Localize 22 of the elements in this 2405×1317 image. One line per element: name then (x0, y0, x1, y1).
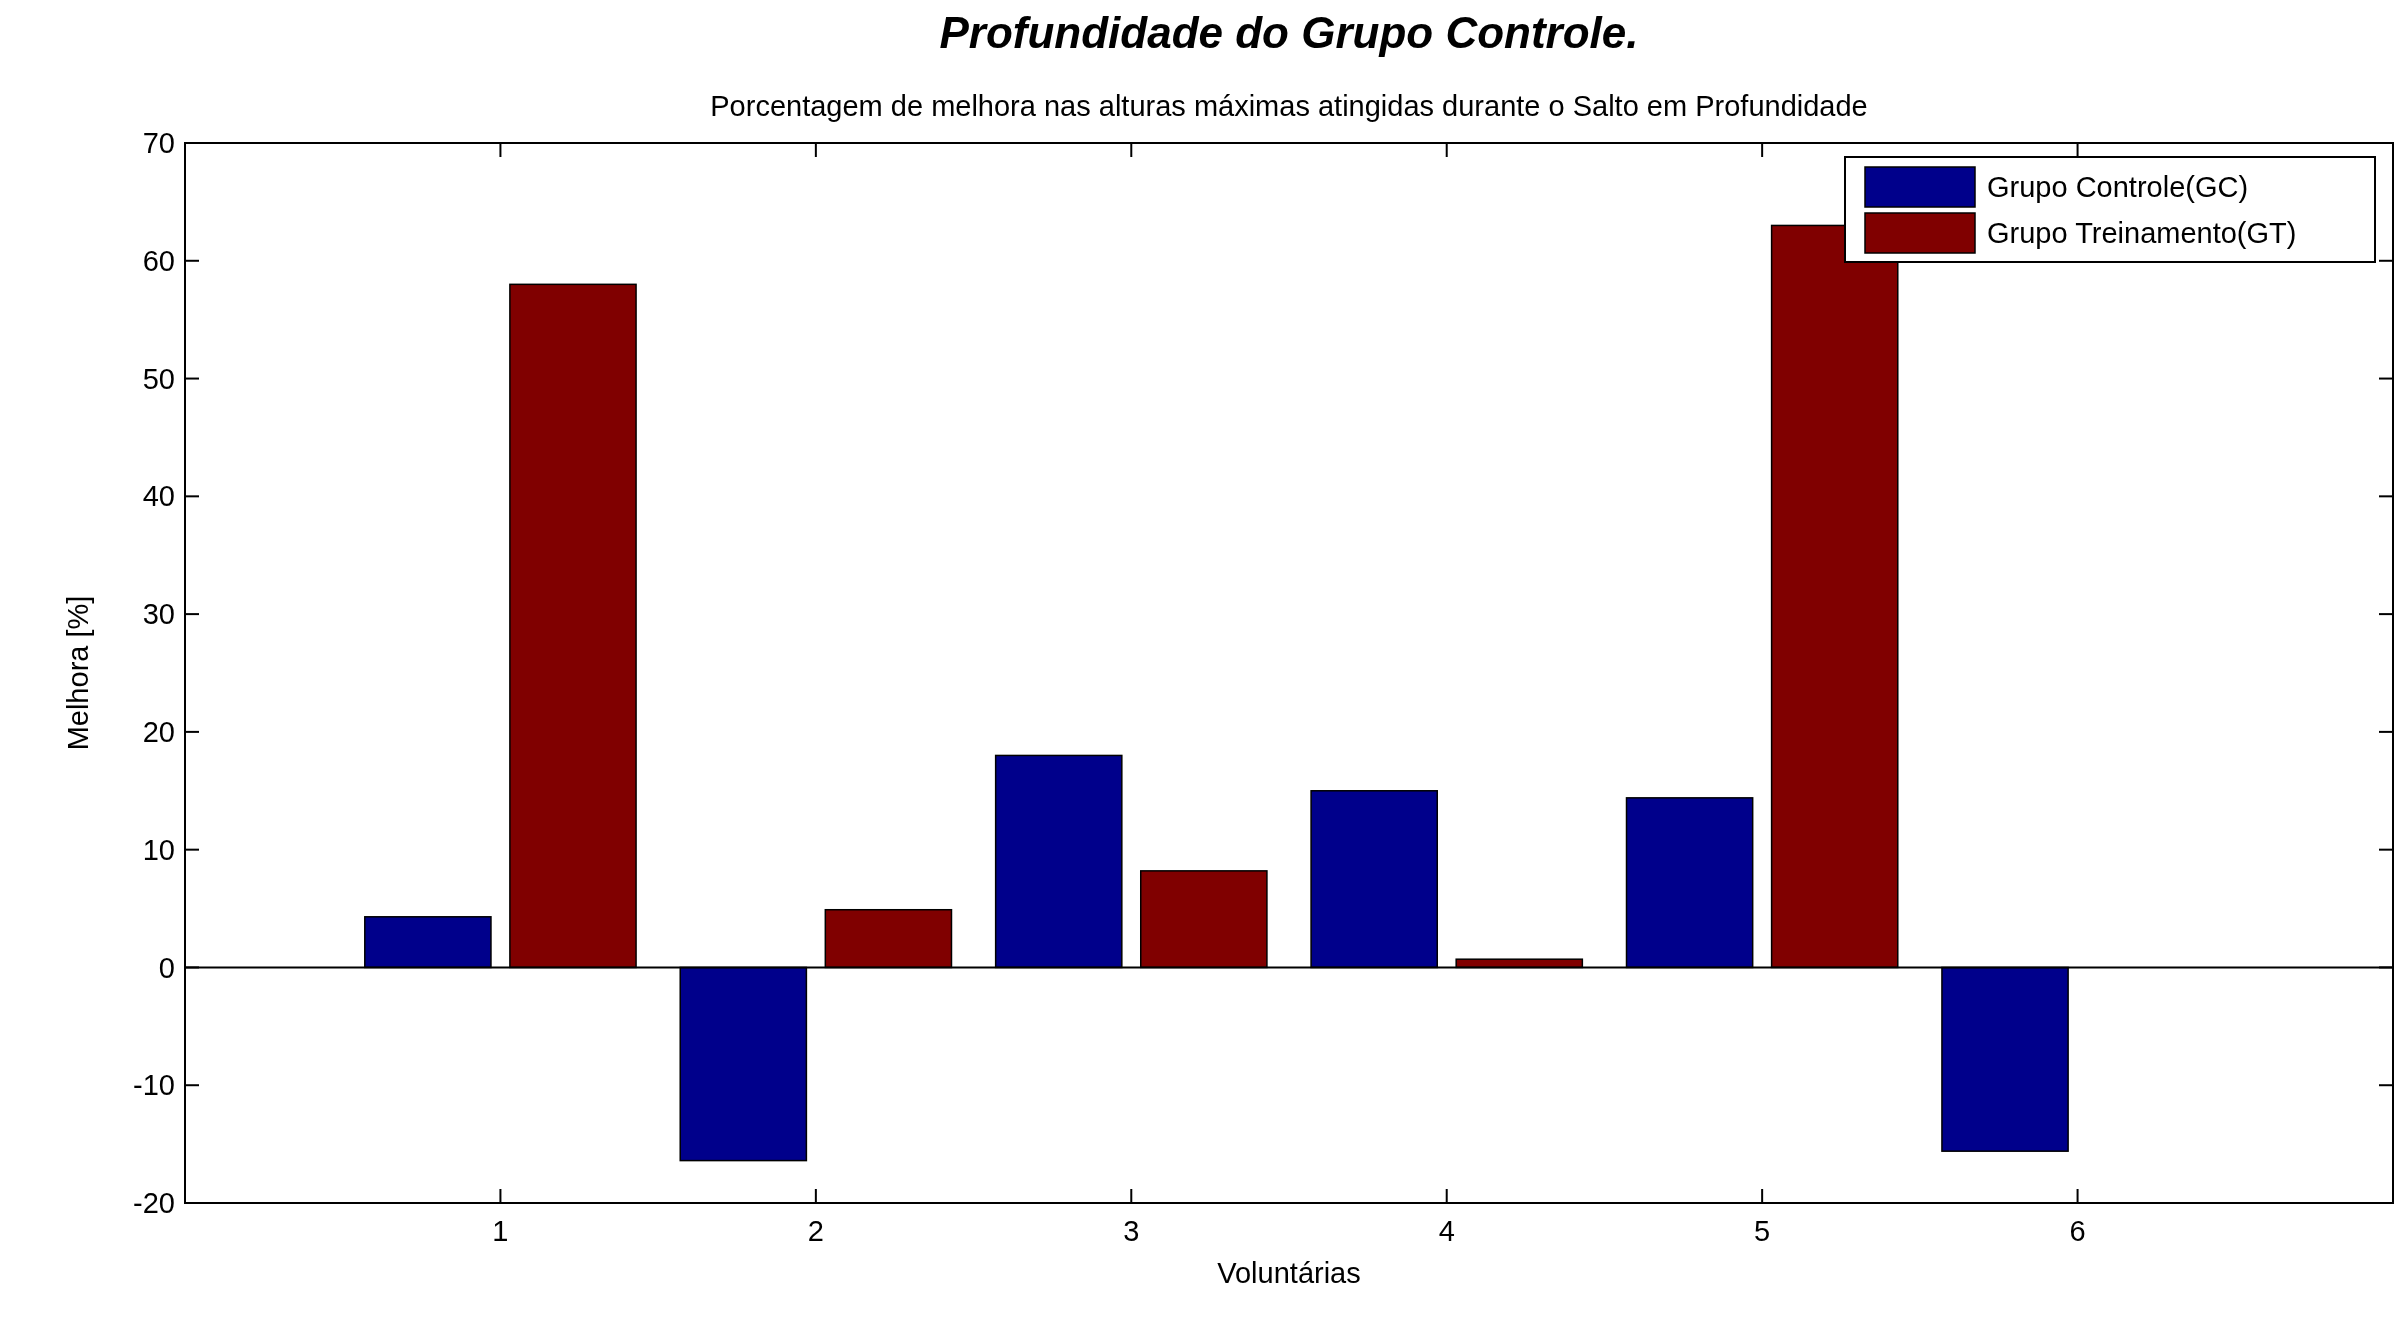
y-tick-label: 0 (158, 951, 175, 984)
legend-label: Grupo Controle(GC) (1987, 171, 2249, 204)
y-tick-label: 60 (142, 244, 175, 277)
y-tick-label: -20 (133, 1187, 175, 1220)
x-tick-label: 5 (1754, 1215, 1771, 1247)
y-tick-label: 70 (142, 127, 175, 160)
chart-title: Profundidade do Grupo Controle. (939, 8, 1639, 57)
y-tick-label: 20 (142, 716, 175, 749)
x-tick-label: 6 (2069, 1215, 2086, 1247)
x-axis-title: Voluntárias (1217, 1257, 1361, 1289)
y-tick-label: 30 (142, 598, 175, 631)
y-axis-title: Melhora [%] (62, 595, 94, 751)
legend-label: Grupo Treinamento(GT) (1987, 217, 2297, 250)
y-tick-label: 50 (142, 362, 175, 395)
y-tick-label: 40 (142, 480, 175, 513)
y-tick-label: 10 (142, 833, 175, 866)
x-tick-label: 4 (1438, 1215, 1455, 1247)
x-tick-label: 1 (492, 1215, 509, 1247)
chart-subtitle: Porcentagem de melhora nas alturas máximas atingidas durante o Salto em Profundidade (710, 90, 1868, 122)
y-tick-label: -10 (133, 1069, 175, 1102)
x-tick-label: 3 (1123, 1215, 1140, 1247)
x-tick-label: 2 (807, 1215, 824, 1247)
